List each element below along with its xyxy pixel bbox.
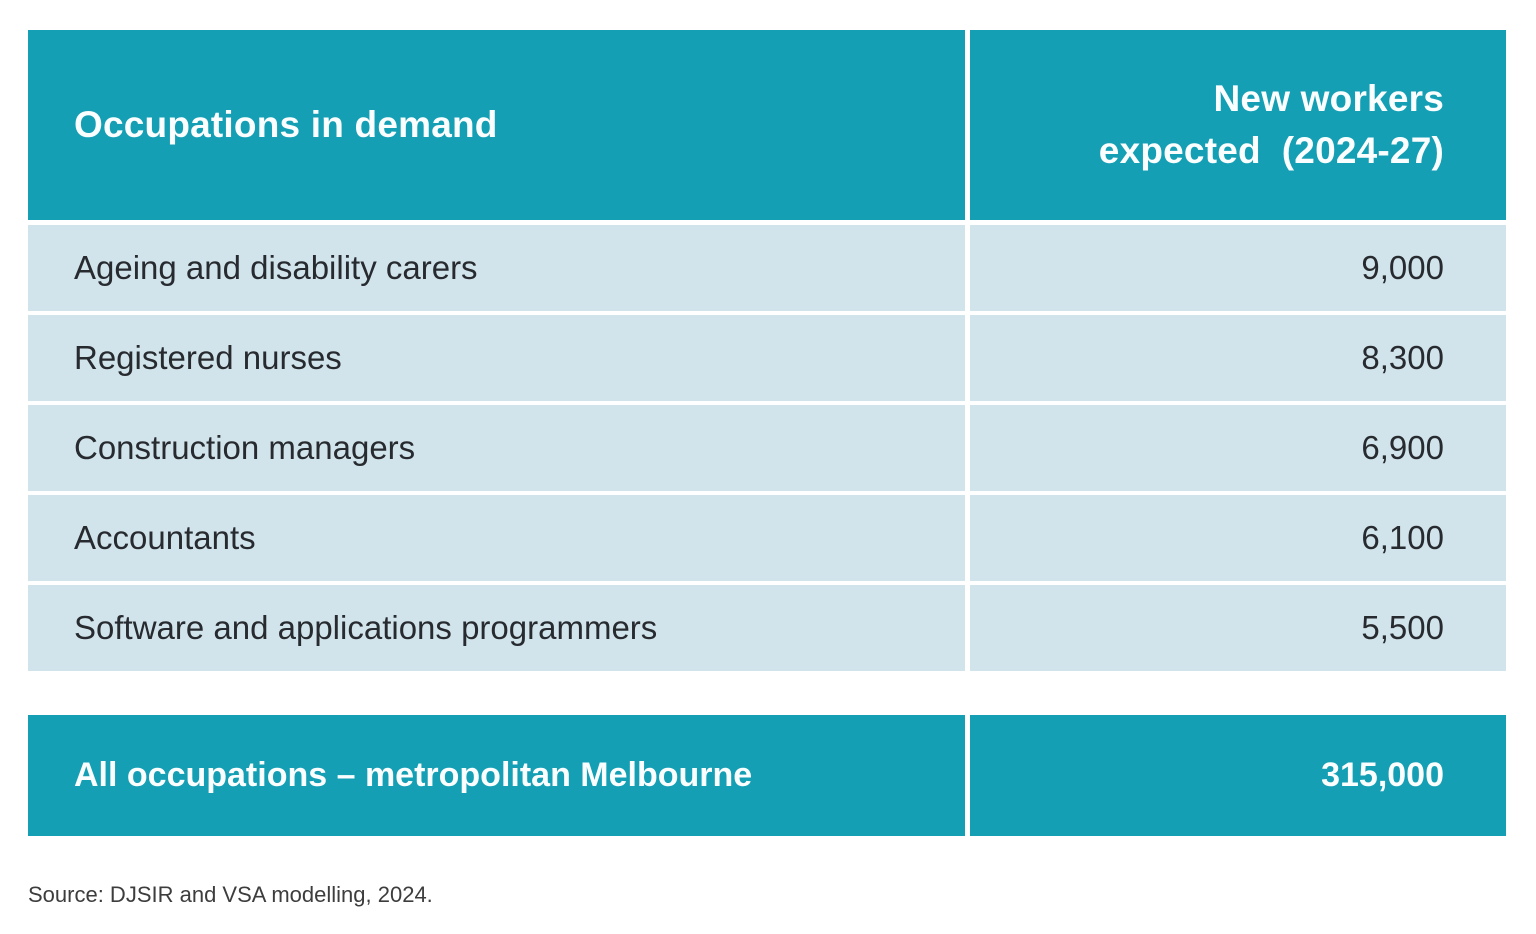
occupations-table: Occupations in demand New workers expect… bbox=[28, 30, 1506, 836]
header-new-workers-line2: expected (2024-27) bbox=[1098, 130, 1444, 171]
occupation-label: Accountants bbox=[28, 495, 965, 581]
table-row: Accountants 6,100 bbox=[28, 495, 1506, 581]
header-new-workers-expected: New workers expected (2024-27) bbox=[970, 30, 1506, 220]
total-label: All occupations – metropolitan Melbourne bbox=[28, 715, 965, 836]
source-note: Source: DJSIR and VSA modelling, 2024. bbox=[28, 882, 433, 907]
table-header-row: Occupations in demand New workers expect… bbox=[28, 30, 1506, 220]
table-row: Registered nurses 8,300 bbox=[28, 315, 1506, 401]
table-total-row: All occupations – metropolitan Melbourne… bbox=[28, 715, 1506, 836]
page: Occupations in demand New workers expect… bbox=[28, 30, 1506, 907]
occupation-label: Registered nurses bbox=[28, 315, 965, 401]
occupation-value: 9,000 bbox=[970, 225, 1506, 311]
occupation-value: 8,300 bbox=[970, 315, 1506, 401]
occupation-value: 5,500 bbox=[970, 585, 1506, 671]
occupation-value: 6,900 bbox=[970, 405, 1506, 491]
table-row: Software and applications programmers 5,… bbox=[28, 585, 1506, 671]
occupation-label: Construction managers bbox=[28, 405, 965, 491]
header-new-workers-line1: New workers bbox=[1213, 78, 1444, 120]
table-row: Construction managers 6,900 bbox=[28, 405, 1506, 491]
total-value: 315,000 bbox=[970, 715, 1506, 836]
occupation-label: Ageing and disability carers bbox=[28, 225, 965, 311]
occupation-label: Software and applications programmers bbox=[28, 585, 965, 671]
table-row: Ageing and disability carers 9,000 bbox=[28, 225, 1506, 311]
occupation-value: 6,100 bbox=[970, 495, 1506, 581]
header-occupations-in-demand: Occupations in demand bbox=[28, 30, 965, 220]
